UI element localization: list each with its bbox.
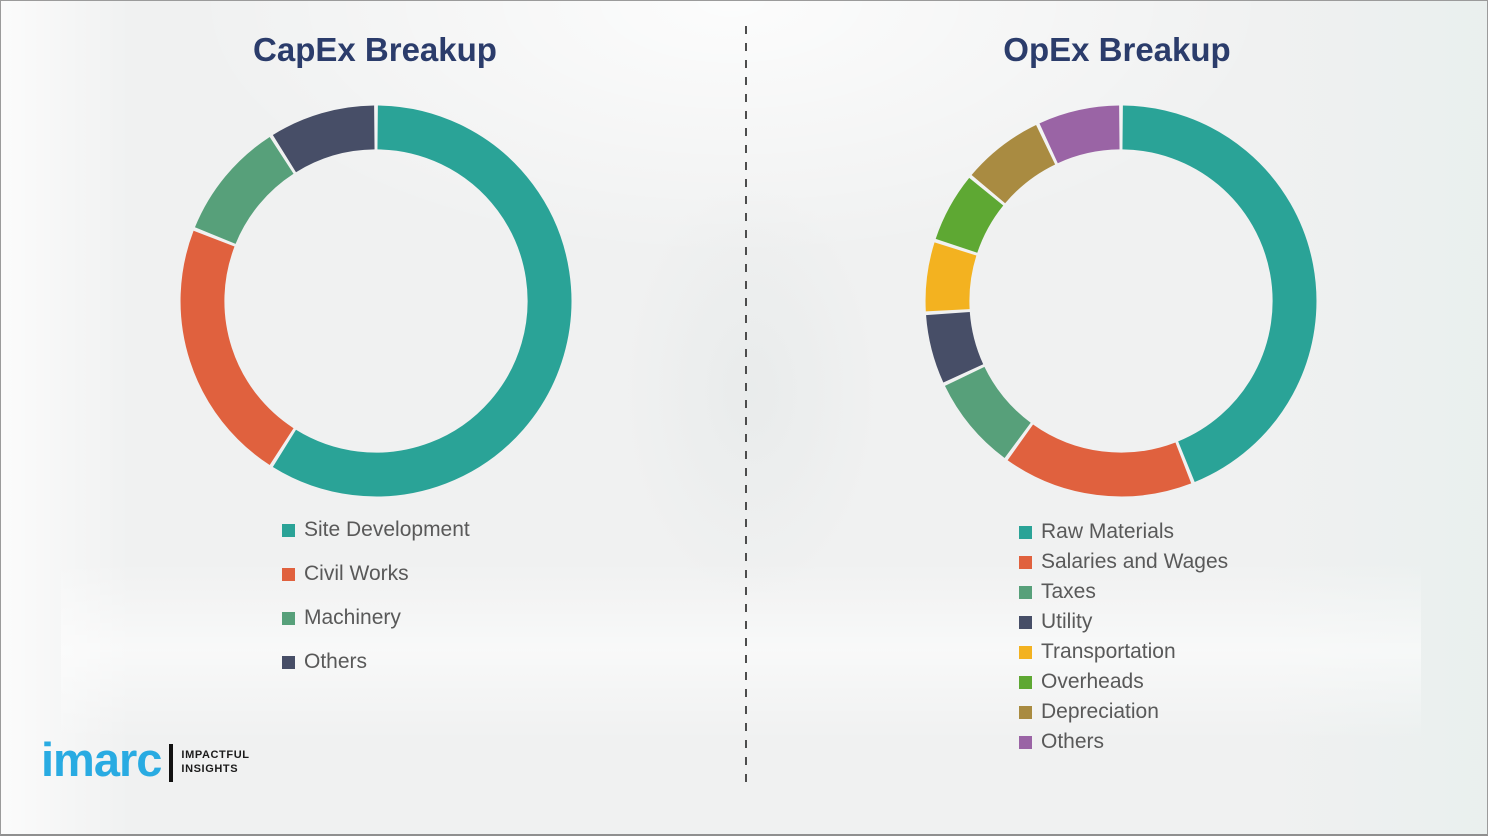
capex-chart-title: CapEx Breakup: [253, 31, 497, 68]
background-texture: [621, 181, 881, 601]
legend-item: Salaries and Wages: [1019, 547, 1228, 577]
legend-label: Depreciation: [1041, 700, 1159, 723]
legend-label: Civil Works: [304, 562, 409, 585]
legend-item: Civil Works: [282, 552, 470, 596]
donut-segment-depreciation: [971, 124, 1056, 204]
donut-segment-transportation: [925, 242, 977, 312]
legend-swatch: [1019, 525, 1032, 539]
opex-donut-chart: [925, 105, 1317, 497]
donut-segment-raw-materials: [1122, 105, 1317, 483]
legend-swatch: [1019, 735, 1032, 749]
background-texture: [1, 1, 131, 834]
opex-legend: Raw Materials Salaries and Wages Taxes Util…: [1019, 517, 1228, 757]
legend-item: Others: [282, 640, 470, 684]
legend-swatch: [282, 567, 295, 581]
legend-label: Salaries and Wages: [1041, 550, 1229, 573]
legend-item: Raw Materials: [1019, 517, 1228, 547]
capex-legend: Site Development Civil Works Machinery Othe…: [282, 508, 470, 684]
legend-swatch: [1019, 675, 1032, 689]
dashed-divider: [745, 26, 747, 791]
legend-label: Utility: [1041, 610, 1093, 633]
legend-item: Depreciation: [1019, 697, 1228, 727]
imarc-tagline-line2: INSIGHTS: [181, 762, 239, 775]
legend-label: Machinery: [304, 606, 401, 629]
legend-item: Taxes: [1019, 577, 1228, 607]
donut-segment-others: [272, 105, 376, 173]
legend-swatch: [282, 523, 295, 537]
donut-segment-utility: [926, 311, 984, 383]
legend-swatch: [282, 655, 295, 669]
legend-label: Transportation: [1041, 640, 1176, 663]
donut-segment-site-development: [272, 105, 572, 497]
legend-item: Utility: [1019, 607, 1228, 637]
legend-label: Others: [1041, 730, 1105, 753]
donut-segment-taxes: [944, 366, 1032, 459]
opex-chart-title: OpEx Breakup: [1003, 31, 1231, 68]
legend-label: Others: [304, 650, 368, 673]
legend-item: Overheads: [1019, 667, 1228, 697]
capex-donut-chart: [180, 105, 572, 497]
donut-segment-others: [1039, 105, 1121, 164]
legend-label: Overheads: [1041, 670, 1144, 693]
imarc-logo-separator: [169, 743, 174, 782]
donut-segment-civil-works: [180, 230, 294, 466]
legend-swatch: [1019, 585, 1032, 599]
donut-segment-machinery: [194, 136, 295, 245]
legend-swatch: [1019, 645, 1032, 659]
legend-label: Taxes: [1041, 580, 1096, 603]
legend-item: Transportation: [1019, 637, 1228, 667]
donut-segment-salaries-and-wages: [1007, 424, 1192, 497]
imarc-logo-wordmark: imarc: [41, 733, 162, 786]
legend-swatch: [1019, 555, 1032, 569]
legend-item: Others: [1019, 727, 1228, 757]
legend-item: Site Development: [282, 508, 470, 552]
legend-swatch: [1019, 615, 1032, 629]
legend-swatch: [282, 611, 295, 625]
imarc-logo-tagline: IMPACTFUL INSIGHTS: [181, 749, 249, 777]
legend-label: Raw Materials: [1041, 520, 1175, 543]
legend-swatch: [1019, 705, 1032, 719]
imarc-logo: imarc IMPACTFUL INSIGHTS: [41, 736, 250, 783]
donut-segment-overheads: [935, 177, 1004, 254]
imarc-tagline-line1: IMPACTFUL: [181, 748, 250, 761]
legend-item: Machinery: [282, 596, 470, 640]
legend-label: Site Development: [304, 518, 470, 541]
